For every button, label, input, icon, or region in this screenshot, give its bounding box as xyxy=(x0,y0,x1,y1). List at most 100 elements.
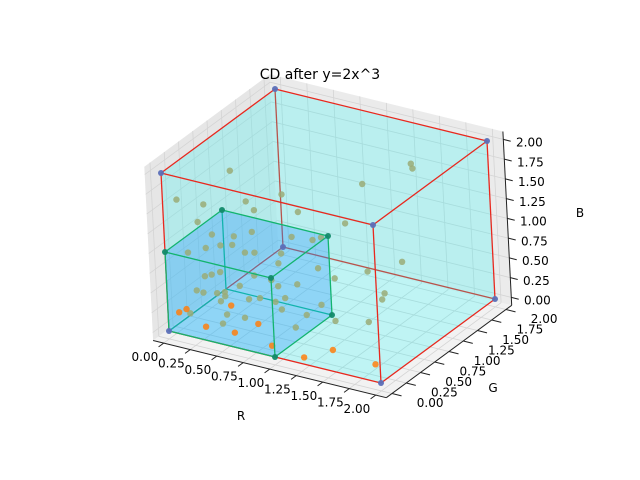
y-tick-label: 2.00 xyxy=(531,312,558,326)
data-point xyxy=(208,271,215,278)
grid-line xyxy=(258,262,492,321)
x-tick-mark xyxy=(264,368,270,374)
y-tick-label: 0.00 xyxy=(417,396,444,410)
x-tick-mark xyxy=(184,349,191,354)
grid-line xyxy=(412,109,422,284)
box-edge xyxy=(282,246,496,300)
data-point xyxy=(318,301,325,308)
grid-line xyxy=(273,141,507,200)
grid-line xyxy=(270,81,504,140)
data-point xyxy=(223,311,231,318)
data-point xyxy=(379,296,386,303)
x-tick-label: 1.25 xyxy=(264,382,291,396)
grid-line xyxy=(271,101,505,160)
box-edge xyxy=(164,209,223,253)
box-edge xyxy=(270,235,329,279)
z-tick-mark xyxy=(509,257,517,261)
box-edge xyxy=(221,209,329,237)
data-point xyxy=(217,298,225,305)
box-edge xyxy=(225,288,333,316)
data-point xyxy=(288,233,295,241)
box-edge xyxy=(380,298,496,384)
grid-line xyxy=(272,121,506,180)
data-point xyxy=(242,198,249,205)
data-point xyxy=(183,305,190,313)
corner-point xyxy=(325,233,331,239)
box-face xyxy=(165,210,226,331)
data-point xyxy=(275,283,282,290)
y-tick-label: 0.25 xyxy=(431,385,458,399)
corner-point xyxy=(280,244,286,250)
corner-point xyxy=(219,207,225,213)
data-point xyxy=(256,294,264,302)
data-point xyxy=(245,295,253,303)
x-tick-label: 0.75 xyxy=(211,369,238,383)
corner-point xyxy=(484,138,490,144)
corner-point xyxy=(492,296,498,302)
data-point xyxy=(275,260,282,267)
corner-point xyxy=(329,312,335,318)
data-point xyxy=(364,268,371,275)
y-tick-label: 1.50 xyxy=(502,333,529,347)
x-tick-label: 0.00 xyxy=(132,350,159,364)
y-tick-label: 1.00 xyxy=(474,354,501,368)
corner-point xyxy=(370,222,376,228)
y-tick-mark xyxy=(391,393,402,397)
x-tick-mark xyxy=(370,394,376,400)
data-point xyxy=(248,228,255,236)
corner-point xyxy=(378,380,384,386)
grid-line xyxy=(295,282,422,376)
z-tick-label: 1.75 xyxy=(517,155,544,169)
z-tick-mark xyxy=(507,217,515,221)
data-point xyxy=(317,234,325,241)
corner-markers xyxy=(158,86,498,386)
data-point xyxy=(200,201,207,208)
data-point xyxy=(251,249,258,256)
grid-line xyxy=(235,99,245,274)
data-point xyxy=(173,196,180,203)
x-tick-mark xyxy=(237,362,244,367)
box-face xyxy=(169,289,332,357)
box-edge xyxy=(372,140,488,226)
chart-title: CD after y=2x^3 xyxy=(260,67,380,83)
box-edge xyxy=(160,172,374,226)
data-point xyxy=(314,265,322,272)
data-point xyxy=(194,218,201,226)
y-tick-label: 0.50 xyxy=(445,375,472,389)
data-point xyxy=(407,160,414,167)
box-face xyxy=(165,252,275,357)
grid-line xyxy=(272,251,507,310)
scatter-points xyxy=(173,160,416,368)
z-tick-label: 0.50 xyxy=(522,254,549,268)
data-point xyxy=(193,287,200,294)
box-edge xyxy=(274,88,488,142)
data-point xyxy=(219,320,227,327)
z-tick-label: 0.25 xyxy=(523,274,550,288)
x-tick-label: 0.25 xyxy=(158,356,185,370)
data-point xyxy=(228,302,235,309)
data-point xyxy=(331,275,338,282)
corner-point xyxy=(158,170,164,176)
y-tick-label: 0.75 xyxy=(460,364,487,378)
z-tick-label: 2.00 xyxy=(516,136,543,150)
data-point xyxy=(221,288,228,296)
data-point xyxy=(226,167,233,174)
box-edge xyxy=(274,314,333,358)
data-point xyxy=(213,290,221,297)
z-tick-label: 0.00 xyxy=(524,294,551,308)
z-tick-mark xyxy=(510,277,518,280)
x-tick-label: 1.75 xyxy=(317,395,344,409)
box-edge xyxy=(327,235,333,316)
data-point xyxy=(208,231,216,238)
z-tick-mark xyxy=(503,138,511,142)
data-point xyxy=(309,236,316,244)
box-face xyxy=(165,210,328,278)
data-point xyxy=(202,244,209,252)
box-front-edges xyxy=(160,88,496,384)
grid-line xyxy=(274,160,508,219)
box-face xyxy=(161,89,487,225)
data-point xyxy=(250,207,258,214)
grid-line xyxy=(244,272,478,331)
y-tick-mark xyxy=(463,340,473,344)
